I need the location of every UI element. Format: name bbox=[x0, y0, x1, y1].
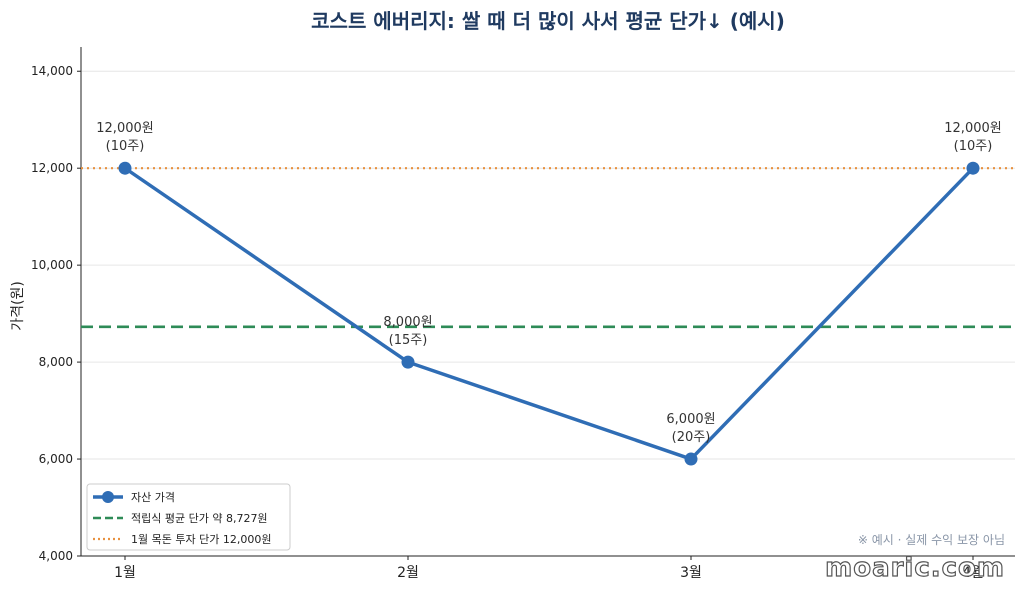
x-tick-label: 4월 bbox=[962, 565, 984, 581]
axes bbox=[80, 47, 1015, 557]
series-group bbox=[118, 161, 980, 466]
y-tick-label: 12,000 bbox=[31, 161, 73, 175]
data-labels: 12,000원 (10주) 8,000원 (15주) 6,000원 (20주) 12,000… bbox=[96, 121, 1001, 445]
data-label-shares: (10주) bbox=[106, 139, 145, 154]
data-label-price: 8,000원 bbox=[383, 315, 432, 330]
legend-label: 1월 목돈 투자 단가 12,000원 bbox=[131, 533, 271, 546]
data-label-shares: (20주) bbox=[672, 430, 711, 445]
data-label-price: 6,000원 bbox=[666, 412, 715, 427]
y-tick-label: 8,000 bbox=[39, 355, 73, 369]
y-tick-label: 14,000 bbox=[31, 64, 73, 78]
price-point bbox=[966, 161, 980, 175]
x-tick-label: 3월 bbox=[680, 565, 702, 581]
disclaimer-note: ※ 예시 · 실제 수익 보장 아님 bbox=[858, 533, 1005, 547]
data-label-shares: (10주) bbox=[954, 139, 993, 154]
reference-lines bbox=[81, 167, 1015, 329]
chart-title: 코스트 에버리지: 쌀 때 더 많이 사서 평균 단가↓ (예시) bbox=[311, 9, 785, 33]
data-label-shares: (15주) bbox=[389, 333, 428, 348]
watermark: moaric.com bbox=[825, 553, 1005, 583]
data-label-price: 12,000원 bbox=[96, 121, 153, 136]
price-point bbox=[401, 355, 415, 369]
data-label-price: 12,000원 bbox=[944, 121, 1001, 136]
legend-marker-price bbox=[102, 491, 114, 503]
y-tick-label: 4,000 bbox=[39, 549, 73, 563]
y-tick-label: 6,000 bbox=[39, 452, 73, 466]
y-axis-ticks: 4,000 6,000 8,000 10,000 12,000 14,000 bbox=[31, 64, 81, 563]
price-line bbox=[124, 166, 975, 461]
legend-label: 자산 가격 bbox=[131, 491, 175, 504]
price-point bbox=[118, 161, 132, 175]
grid bbox=[81, 70, 1015, 460]
x-tick-label: 2월 bbox=[397, 565, 419, 581]
y-tick-label: 10,000 bbox=[31, 258, 73, 272]
x-axis-ticks: 1월 2월 3월 4월 bbox=[114, 556, 984, 581]
y-axis-label: 가격(원) bbox=[10, 281, 26, 331]
legend-label: 적립식 평균 단가 약 8,727원 bbox=[131, 511, 268, 525]
price-point bbox=[684, 452, 698, 466]
legend-box bbox=[86, 483, 291, 551]
x-tick-label: 1월 bbox=[114, 565, 136, 581]
